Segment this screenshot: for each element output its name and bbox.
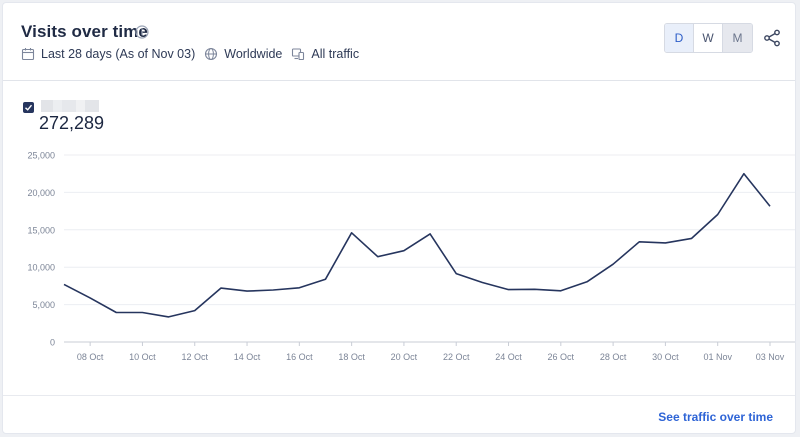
region-label: Worldwide <box>224 47 283 61</box>
visits-line-chart: 0 5,000 10,000 15,000 20,000 25,000 08 Oct 10 O… <box>27 151 795 362</box>
x-tick-label: 24 Oct <box>495 352 522 362</box>
x-tick-label: 16 Oct <box>286 352 313 362</box>
card-header: Visits over time Last 28 days (As of Nov… <box>3 3 795 81</box>
x-tick-label: 03 Nov <box>756 352 785 362</box>
x-tick-label: 08 Oct <box>77 352 104 362</box>
x-tick-label: 22 Oct <box>443 352 470 362</box>
filter-summary: Last 28 days (As of Nov 03) Worldwide Al… <box>21 46 368 62</box>
y-tick-label: 5,000 <box>32 300 55 310</box>
y-tick-label: 20,000 <box>27 188 55 198</box>
traffic-label: All traffic <box>311 47 360 61</box>
devices-icon <box>292 48 305 61</box>
y-tick-label: 25,000 <box>27 151 55 161</box>
y-tick-label: 0 <box>50 338 55 348</box>
share-icon[interactable] <box>763 29 781 47</box>
series-total-value: 272,289 <box>39 113 105 133</box>
x-tick-label: 14 Oct <box>234 352 261 362</box>
period-month-button[interactable]: M <box>723 24 752 52</box>
footer-divider <box>3 395 795 396</box>
date-range[interactable]: Last 28 days (As of Nov 03) <box>21 47 195 61</box>
x-tick-label: 30 Oct <box>652 352 679 362</box>
series-line <box>63 172 771 318</box>
checkmark-icon <box>25 104 33 111</box>
card-title: Visits over time <box>21 22 148 41</box>
x-tick-label: 10 Oct <box>129 352 156 362</box>
y-tick-label: 15,000 <box>27 225 55 235</box>
x-tick-label: 26 Oct <box>548 352 575 362</box>
series-checkbox[interactable] <box>23 102 34 113</box>
y-tick-label: 10,000 <box>27 263 55 273</box>
period-week-button[interactable]: W <box>694 24 723 52</box>
calendar-icon <box>21 48 35 61</box>
traffic-type[interactable]: All traffic <box>291 47 359 61</box>
x-tick-label: 28 Oct <box>600 352 627 362</box>
x-tick-label: 18 Oct <box>338 352 365 362</box>
region[interactable]: Worldwide <box>204 47 282 61</box>
see-traffic-link[interactable]: See traffic over time <box>658 410 773 424</box>
x-tick-label: 01 Nov <box>703 352 732 362</box>
info-icon[interactable] <box>135 25 149 39</box>
x-tick-label: 12 Oct <box>181 352 208 362</box>
period-day-button[interactable]: D <box>665 24 694 52</box>
x-tick-label: 20 Oct <box>391 352 418 362</box>
globe-icon <box>205 47 218 61</box>
granularity-toggle: D W M <box>664 23 753 53</box>
series-name-redacted <box>41 99 99 112</box>
date-range-label: Last 28 days (As of Nov 03) <box>41 47 196 61</box>
